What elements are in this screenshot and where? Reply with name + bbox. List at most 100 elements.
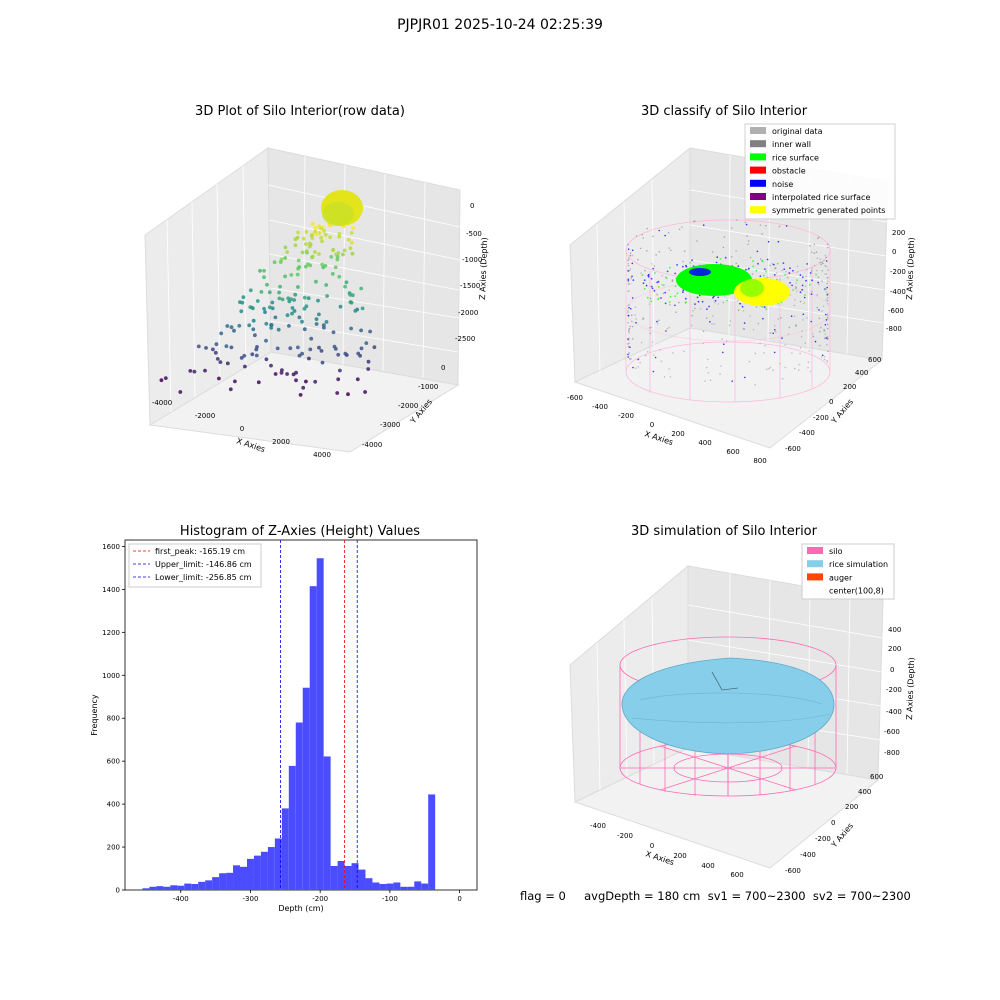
classified-point (799, 347, 802, 349)
classified-point (825, 288, 828, 291)
classified-point (657, 286, 660, 288)
histogram-bar (400, 886, 408, 890)
classified-point (760, 258, 762, 260)
classified-point (772, 332, 774, 335)
classified-point (654, 272, 656, 274)
histogram-bar (414, 881, 422, 890)
scatter-point (363, 390, 367, 394)
histogram-bar (212, 877, 220, 890)
classified-point (668, 247, 670, 249)
classified-point (776, 272, 778, 274)
classified-point (764, 268, 766, 270)
classified-point (810, 293, 813, 295)
classified-point (752, 328, 755, 331)
classified-point (769, 332, 771, 334)
classified-point (661, 283, 663, 286)
classified-point (826, 265, 828, 268)
classified-point (742, 310, 745, 312)
p4-z-ticks: 400 200 0 -200 -400 -600 -800 (884, 626, 902, 757)
p3-x-ticks: -400 -300 -200 -100 0 (173, 890, 462, 903)
classified-point (627, 353, 629, 356)
classified-point (660, 297, 662, 299)
classified-point (735, 262, 738, 265)
histogram-bar (233, 865, 241, 890)
status-footer: flag = 0 avgDepth = 180 cm sv1 = 700~230… (520, 889, 911, 903)
classified-point (678, 301, 680, 304)
scatter-point (243, 364, 247, 369)
scatter-point (276, 327, 281, 332)
histogram-bar (267, 847, 275, 890)
classified-point (652, 370, 655, 373)
classified-point (818, 283, 820, 286)
classified-point (808, 350, 810, 352)
histogram-bar (163, 886, 171, 890)
p2-xlabel: X Axies (643, 429, 674, 447)
panel2-chart: -600 -400 -200 0 200 400 600 800 X Axies… (567, 123, 916, 465)
histogram-bar (260, 851, 268, 890)
p2-silo-wireframe (625, 219, 831, 403)
classified-point (652, 354, 655, 356)
classified-point (796, 279, 798, 281)
classified-point (768, 367, 770, 370)
scatter-point (322, 229, 326, 233)
classified-point (777, 318, 780, 320)
p4-ytick-3: 0 (831, 819, 835, 827)
scatter-point (304, 242, 308, 247)
classified-point (676, 292, 679, 295)
scatter-point (304, 249, 309, 253)
classified-point (656, 322, 659, 325)
classified-point (782, 262, 785, 264)
p1-ytick-0: -4000 (362, 441, 382, 449)
classified-point (717, 303, 719, 305)
classified-point (819, 258, 822, 261)
classified-point (820, 356, 823, 358)
classified-point (637, 358, 639, 361)
legend-entry: obstacle (772, 167, 806, 176)
p1-ztick-4: -2000 (458, 309, 478, 317)
classified-point (773, 274, 776, 276)
classified-point (822, 305, 825, 308)
scatter-point (360, 306, 365, 311)
classified-point (816, 269, 818, 272)
classified-point (627, 264, 630, 267)
classified-point (807, 366, 809, 369)
scatter-point (263, 310, 267, 314)
histogram-bar (198, 881, 206, 890)
classified-point (628, 304, 630, 306)
p4-xtick-5: 600 (730, 871, 743, 879)
scatter-point (203, 368, 207, 373)
classified-point (627, 310, 629, 312)
classified-point (816, 237, 819, 240)
scatter-point (262, 268, 266, 273)
classified-point (682, 260, 684, 263)
scatter-point (248, 305, 253, 309)
histogram-bar (246, 858, 254, 890)
classified-point (722, 246, 725, 249)
scatter-point (290, 306, 295, 310)
p3-vlines (280, 540, 358, 890)
classified-point (802, 319, 804, 321)
classified-point (641, 274, 644, 277)
p1-ztick-3: -1500 (460, 282, 480, 290)
classified-point (826, 297, 829, 299)
classified-point (735, 250, 737, 252)
classified-point (764, 344, 766, 347)
classified-point (719, 258, 722, 260)
scatter-point (359, 328, 363, 333)
classified-point (711, 323, 713, 326)
p4-xtick-4: 400 (701, 862, 714, 870)
classified-point (826, 300, 829, 302)
classified-point (711, 251, 714, 253)
scatter-point (255, 345, 259, 349)
classified-point (730, 255, 733, 258)
classified-point (694, 307, 696, 310)
panel4-chart: -400 -200 0 200 400 600 X Axies -600 -40… (569, 543, 916, 879)
classified-point (628, 306, 630, 309)
classified-point (790, 315, 793, 318)
classified-point (826, 282, 828, 285)
classified-point (737, 309, 740, 312)
scatter-point (292, 298, 296, 302)
classified-point (628, 337, 630, 340)
classified-point (654, 356, 657, 359)
scatter-point (304, 304, 309, 309)
